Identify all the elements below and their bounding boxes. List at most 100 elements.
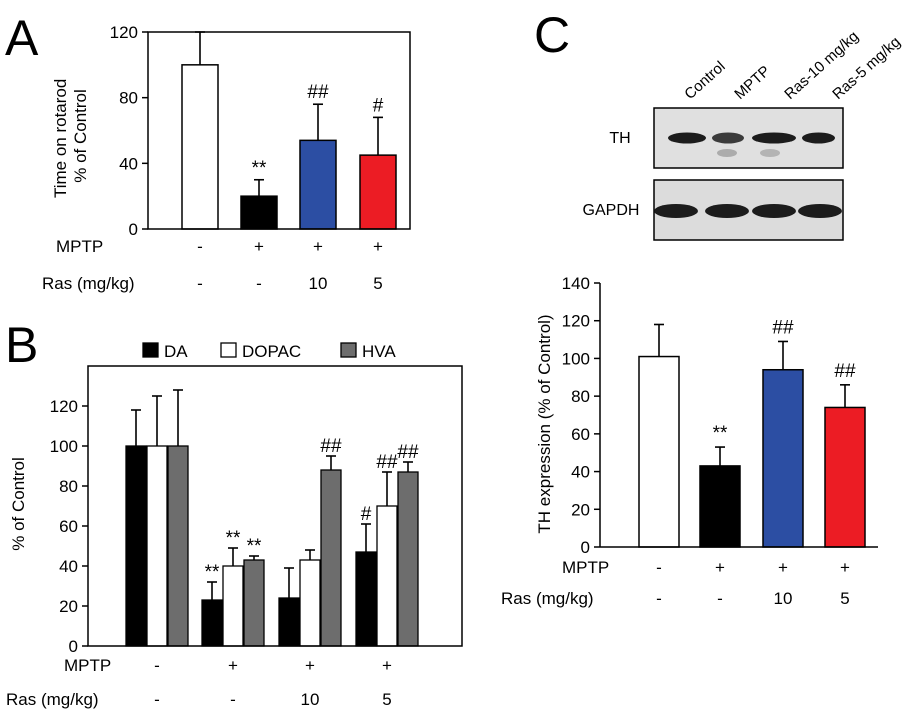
panel-c-chart: ** ## ## 0 20 40 60 80 100 120 140 TH expression … <box>501 274 878 608</box>
panel-b-ras-value: 5 <box>382 690 391 709</box>
panel-a-ras-value: 10 <box>309 274 328 293</box>
panel-c-y-tick-label: 20 <box>571 500 590 519</box>
legend-swatch-da <box>142 342 159 358</box>
panel-c-bar <box>638 355 680 548</box>
panel-a-mptp-label: MPTP <box>56 237 103 256</box>
legend-label-dopac: DOPAC <box>242 342 301 361</box>
panel-b-bar-da <box>355 551 377 647</box>
panel-c-significance-label: ## <box>772 317 794 338</box>
panel-c-significance-label: ## <box>834 361 856 382</box>
panel-a-bar <box>359 154 397 230</box>
panel-b-bar-dopac <box>146 445 168 647</box>
panel-b-mptp-value: + <box>305 656 315 675</box>
legend-swatch-dopac <box>220 342 237 358</box>
gapdh-band <box>752 204 796 218</box>
panel-b-y-tick-label: 120 <box>50 397 78 416</box>
panel-a-bar <box>299 139 337 230</box>
panel-b-bar-dopac <box>299 559 321 647</box>
gapdh-blot-strip <box>653 179 844 241</box>
panel-b-significance-label: # <box>361 504 372 525</box>
panel-b-y-tick-label: 20 <box>59 597 78 616</box>
th-blot-strip <box>653 107 844 169</box>
panel-b-y-tick-label: 0 <box>69 637 78 656</box>
th-band <box>668 132 706 144</box>
panel-a-y-tick-label: 40 <box>119 154 138 173</box>
panel-a-bar <box>240 195 278 230</box>
panel-b-bar-da <box>125 445 147 647</box>
panel-a-significance-label: ** <box>252 158 267 179</box>
panel-c-ras-label: Ras (mg/kg) <box>501 589 594 608</box>
th-faint-band <box>717 149 737 157</box>
panel-b-ras-value: 10 <box>301 690 320 709</box>
panel-c-y-tick-label: 140 <box>562 274 590 293</box>
panel-b-significance-label: ** <box>226 528 241 549</box>
panel-a-bar <box>181 64 219 230</box>
panel-b-significance-label: ** <box>247 536 262 557</box>
gapdh-band <box>798 204 842 218</box>
panel-b-bar-hva <box>320 469 342 647</box>
panel-b-bar-dopac <box>376 505 398 647</box>
panel-a-mptp-value: + <box>373 237 383 256</box>
gapdh-band <box>654 204 698 218</box>
panel-b-y-tick-label: 80 <box>59 477 78 496</box>
panel-b-mptp-value: + <box>382 656 392 675</box>
panel-b-significance-label: ## <box>397 442 419 463</box>
panel-c-ras-value: 5 <box>840 589 849 608</box>
panel-c-mptp-value: + <box>715 558 725 577</box>
panel-a-y-axis-title-line-2: % of Control <box>71 89 90 183</box>
panel-a-ras-value: - <box>197 274 203 293</box>
panel-a-letter: A <box>5 10 39 66</box>
blot-lane-label: Control <box>681 58 728 103</box>
legend-label-da: DA <box>164 342 188 361</box>
panel-b-ras-value: - <box>230 690 236 709</box>
panel-b-bar-da <box>201 599 223 647</box>
panel-c-letter: C <box>534 7 570 63</box>
panel-c-y-axis-title: TH expression (% of Control) <box>535 314 554 533</box>
panel-c-y-tick-label: 0 <box>581 538 590 557</box>
panel-a-significance-label: ## <box>307 82 329 103</box>
panel-b-letter: B <box>5 317 38 373</box>
panel-a-mptp-value: + <box>254 237 264 256</box>
panel-b-ras-value: - <box>154 690 160 709</box>
panel-a-y-axis-title-line-1: Time on rotarod <box>51 79 70 198</box>
panel-b-significance-label: ** <box>205 562 220 583</box>
panel-b-y-tick-label: 40 <box>59 557 78 576</box>
panel-c-mptp-label: MPTP <box>562 558 609 577</box>
panel-c-mptp-value: + <box>778 558 788 577</box>
panel-b-bar-hva <box>167 445 189 647</box>
panel-c-ras-value: 10 <box>774 589 793 608</box>
panel-b-mptp-label: MPTP <box>64 656 111 675</box>
th-band <box>802 132 835 144</box>
panel-b-y-tick-label: 100 <box>50 437 78 456</box>
th-faint-band <box>760 149 780 157</box>
panel-c-y-tick-label: 40 <box>571 463 590 482</box>
panel-b-mptp-value: - <box>154 656 160 675</box>
gapdh-band <box>705 204 749 218</box>
panel-b-mptp-value: + <box>228 656 238 675</box>
legend-label-hva: HVA <box>362 342 396 361</box>
panel-c-bar <box>824 406 866 548</box>
th-band <box>712 132 744 144</box>
panel-a-significance-label: # <box>373 95 384 116</box>
panel-c-ras-value: - <box>717 589 723 608</box>
blot-row-label-th: TH <box>609 130 630 147</box>
panel-a-ras-value: 5 <box>373 274 382 293</box>
panel-c-significance-label: ** <box>713 423 728 444</box>
panel-a-mptp-value: - <box>197 237 203 256</box>
panel-c-mptp-value: - <box>656 558 662 577</box>
panel-c-y-tick-label: 60 <box>571 425 590 444</box>
panel-c-y-tick-label: 100 <box>562 349 590 368</box>
panel-b-bar-da <box>278 597 300 647</box>
panel-c-y-tick-label: 80 <box>571 387 590 406</box>
panel-a-y-tick-label: 120 <box>110 23 138 42</box>
panel-a-ras-label: Ras (mg/kg) <box>42 274 135 293</box>
panel-b-plot-frame <box>87 365 463 647</box>
panel-b-chart: DA DOPAC HVA **#**##**## ## 020406080100120… <box>6 342 463 709</box>
panel-a-mptp-value: + <box>313 237 323 256</box>
th-band <box>752 132 796 144</box>
panel-b-significance-label: ## <box>376 452 398 473</box>
panel-c-bar <box>699 465 741 548</box>
